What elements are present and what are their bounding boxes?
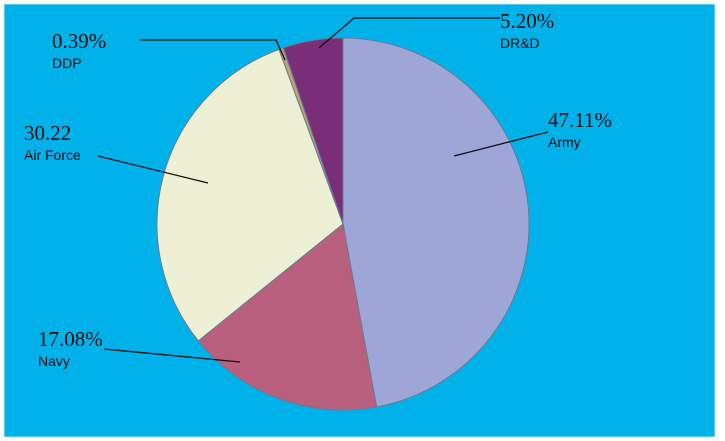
leader-line-navy [103, 348, 241, 363]
value-label-air-force: 30.22 [24, 121, 71, 145]
pie-slice-drandd [282, 37, 344, 225]
category-label-ddp: DDP [52, 55, 82, 71]
pie-slice-army [342, 37, 530, 408]
leader-line-army [453, 131, 549, 157]
value-label-navy: 17.08% [38, 327, 103, 351]
leader-line-ddp [140, 39, 286, 61]
pie-slice-air-force [156, 48, 344, 342]
leader-lines [97, 17, 549, 363]
pie-slice-navy [197, 223, 378, 411]
value-label-ddp: 0.39% [52, 29, 106, 53]
value-label-drandd: 5.20% [500, 9, 554, 33]
category-label-air-force: Air Force [24, 147, 81, 163]
category-label-navy: Navy [38, 353, 70, 369]
value-label-army: 47.11% [548, 108, 612, 132]
pie-slices [156, 37, 530, 411]
slice-labels: 47.11% Army 17.08% Navy 30.22 Air Force 0.39% D… [24, 9, 612, 369]
leader-line-drandd [318, 17, 500, 49]
leader-line-air-force [97, 155, 209, 184]
category-label-drandd: DR&D [500, 35, 540, 51]
category-label-army: Army [548, 134, 581, 150]
